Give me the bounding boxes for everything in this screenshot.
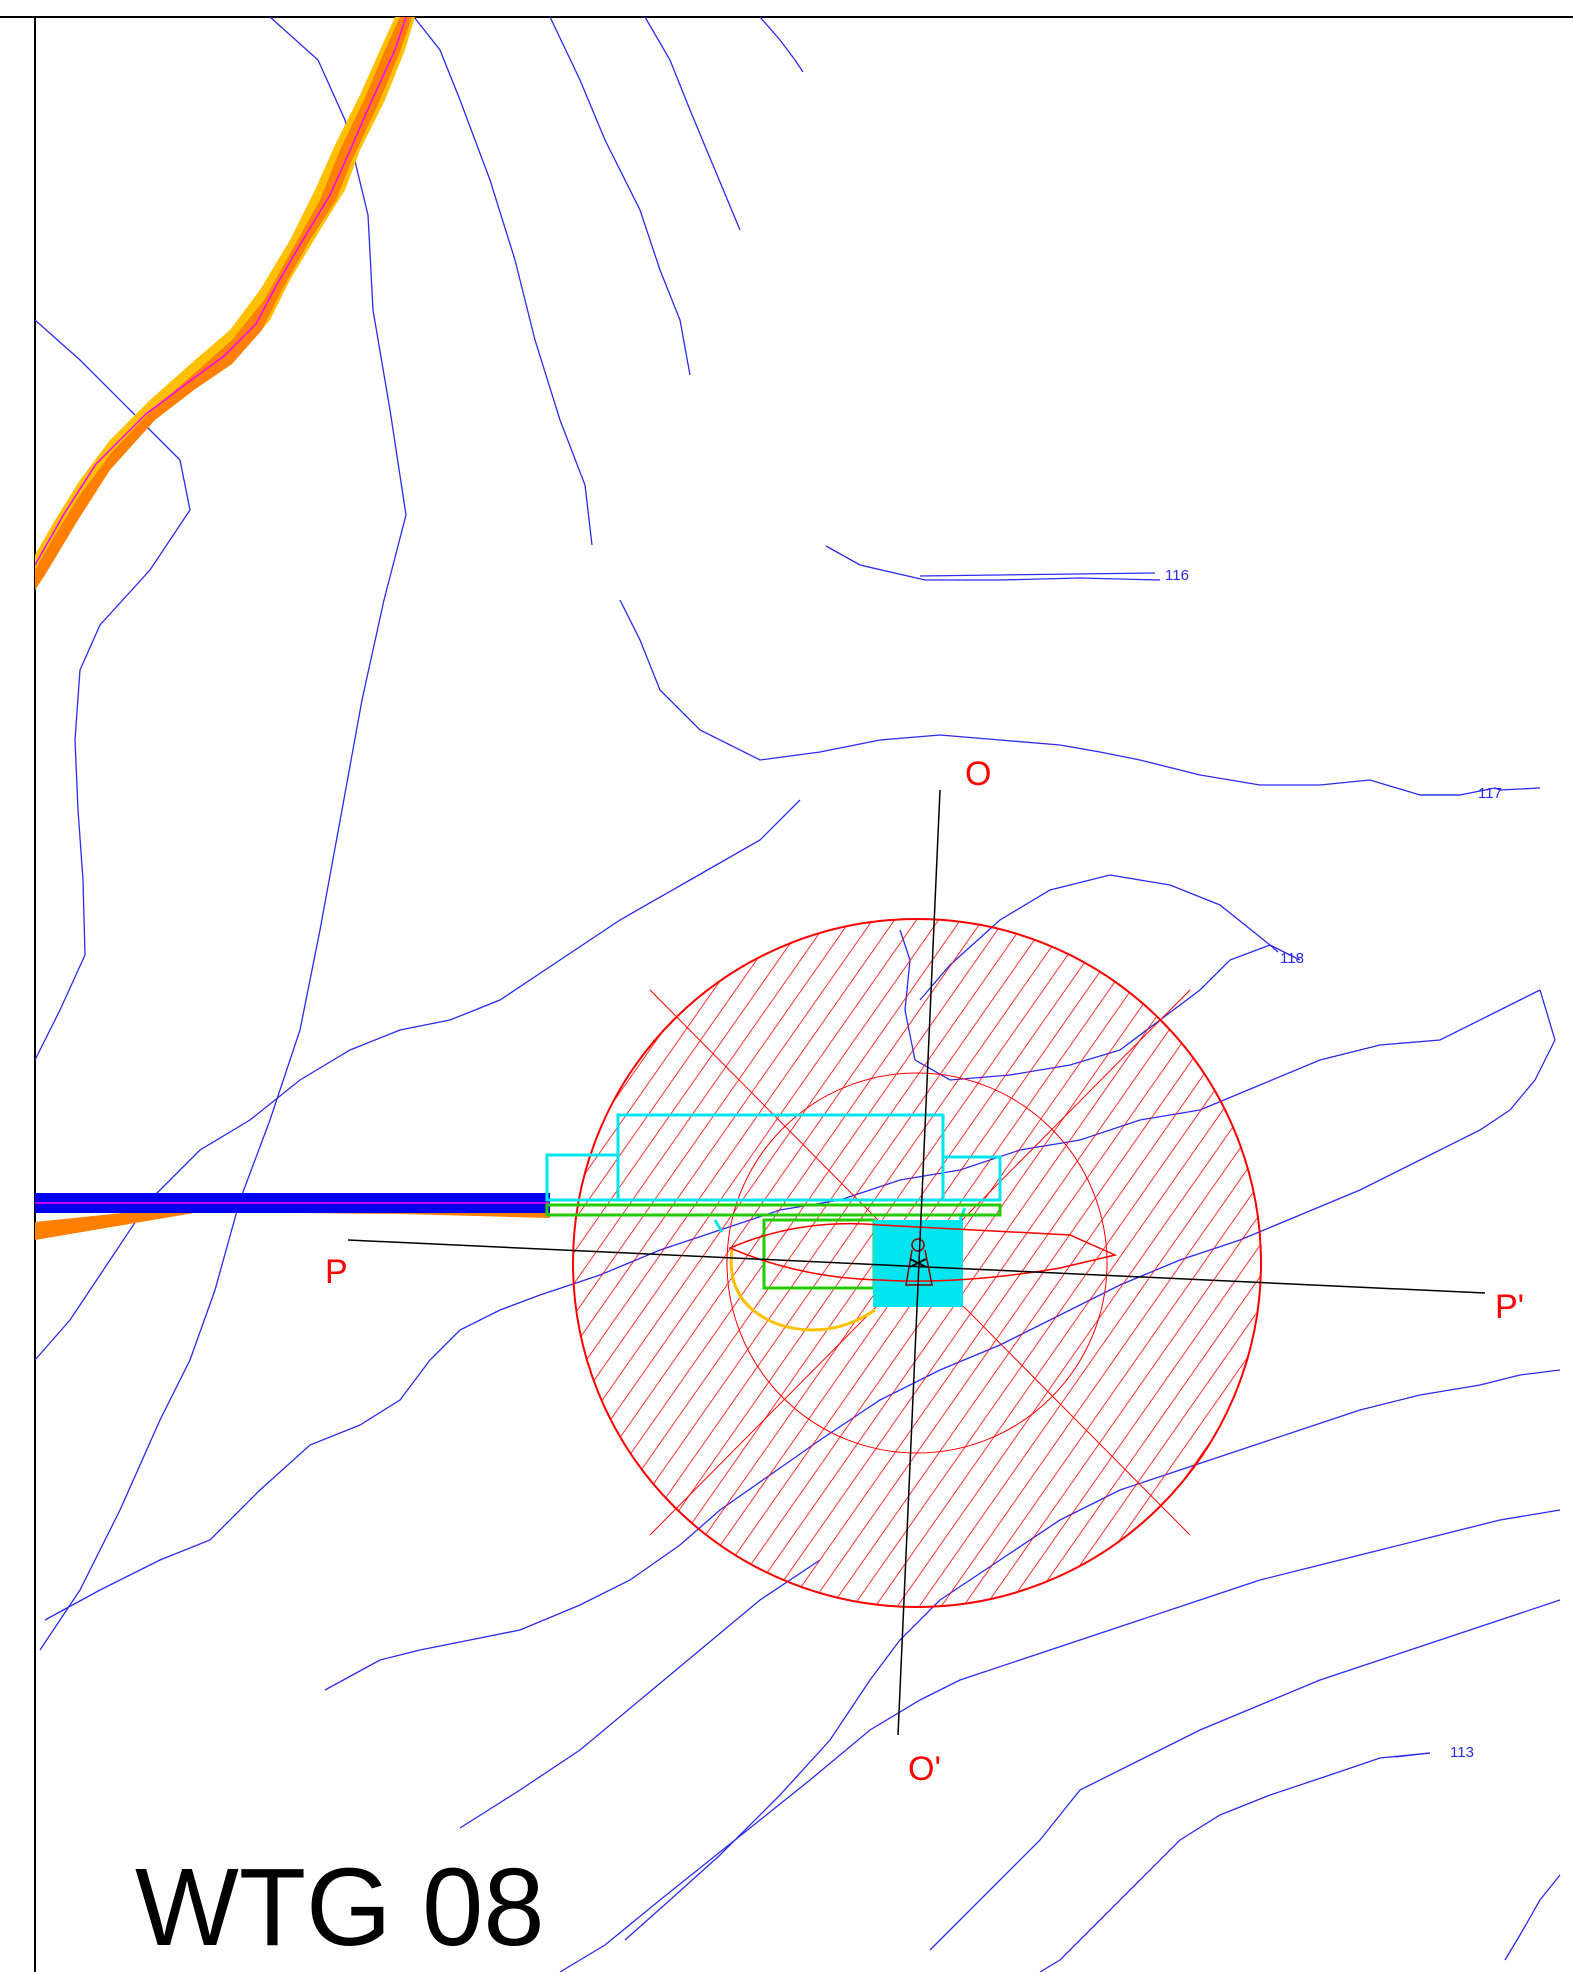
road-centerline [35,17,407,566]
blade-storage-area [729,1249,876,1332]
access-road [35,1193,550,1240]
center-cross [909,1258,927,1268]
contour-line [929,1599,1561,1951]
contour-line [549,17,691,376]
contour-line [1504,1874,1561,1961]
drawing-title: WTG 08 [135,1846,545,1969]
contour-line [559,1509,1561,1972]
road-surface [35,17,412,590]
contour-line [825,545,1161,581]
contour-label-117: 117 [1478,785,1502,802]
main-road [35,17,415,590]
blade-sweep-outline [728,1222,1118,1282]
section-label-p: P [325,1253,348,1291]
contour-line [39,17,407,1651]
inner-circle [726,1072,1108,1454]
contour-line [1494,787,1541,791]
contour-line [619,599,1496,796]
contour-leader [1394,1752,1431,1758]
contour-line [1269,944,1301,961]
section-label-o-prime: O' [908,1750,941,1788]
contour-label-116: 116 [1165,567,1189,584]
contour-line [759,17,804,73]
contour-line [459,1559,821,1829]
contour-line [413,17,593,546]
sheet-frame [0,16,1573,1972]
section-label-p-prime: P' [1495,1288,1524,1326]
contour-label-113: 113 [1450,1744,1474,1761]
contour-leader [1269,944,1279,953]
working-platform [545,1113,1002,1233]
contour-line [35,799,801,1361]
section-line-p [347,1239,1486,1294]
access-road-orange [35,1205,550,1240]
contour-line [35,319,191,1061]
contour-line [1039,1752,1431,1972]
contour-label-118: 118 [1280,950,1304,967]
contour-line [1539,989,1556,1041]
contour-line [644,17,741,231]
section-label-o: O [965,755,991,793]
contour-leader [919,572,1156,577]
